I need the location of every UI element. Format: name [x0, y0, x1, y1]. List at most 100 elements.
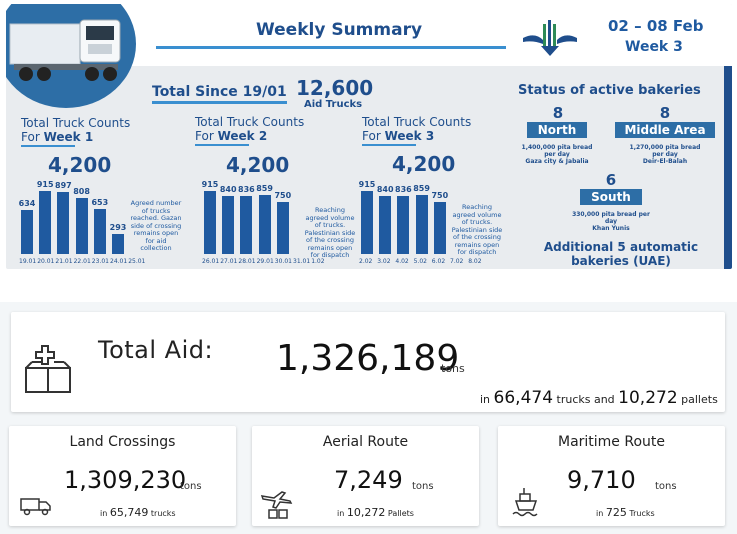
- chart-3-x-label: 6.02: [431, 258, 446, 265]
- week-label: Week 3: [625, 39, 683, 55]
- total-aid-value: 1,326,189: [276, 338, 460, 379]
- aerial-route-unit: tons: [412, 481, 434, 492]
- middle-desc: 1,270,000 pita bread per day Deir-El-Bal…: [618, 144, 712, 165]
- week-2-title-prefix: Total Truck Counts: [195, 115, 305, 129]
- chart-3-bar: [379, 196, 392, 254]
- aerial-route-title: Aerial Route: [322, 434, 409, 450]
- chart-1-x-label: 20.01: [37, 258, 55, 265]
- south-desc-line3: Khan Yunis: [592, 225, 630, 232]
- chart-2-value-label: 840: [219, 185, 237, 195]
- chart-1-value-label: 293: [109, 222, 127, 232]
- chart-2-x-label: 29.01: [256, 258, 274, 265]
- total-aid-label: Total Aid:: [98, 336, 214, 364]
- chart-3-value-label: 915: [358, 179, 376, 189]
- north-desc-line1: 1,400,000 pita bread: [521, 144, 593, 151]
- aerial-route-count: in 10,272 Pallets: [337, 506, 414, 519]
- chart-3-value-label: 859: [413, 183, 430, 193]
- week-2-underline: [195, 144, 249, 146]
- chart-1-value-label: 653: [91, 197, 109, 207]
- week-1-note: Agreed number of trucks reached. Gazan s…: [130, 199, 182, 252]
- week-2-note: Reaching agreed volume of trucks. Palest…: [304, 206, 356, 259]
- maritime-route-unit: tons: [655, 481, 677, 492]
- maritime-route-trucks-label: Trucks: [629, 509, 655, 518]
- chart-3-value-label: 840: [376, 185, 394, 195]
- bakeries-title: Status of active bakeries: [518, 83, 701, 98]
- truck-photo: [6, 4, 136, 108]
- maritime-route-count: in 725 Trucks: [596, 506, 655, 519]
- weekly-summary-infographic: Weekly Summary 02 – 08 Feb Week 3 Total …: [6, 4, 732, 269]
- south-label: South: [580, 189, 642, 205]
- chart-2-x-label: 31.01: [293, 258, 311, 265]
- total-trucks-unit: Aid Trucks: [304, 99, 363, 110]
- total-aid-unit: tons: [441, 362, 465, 375]
- chart-1-bar: [112, 233, 124, 254]
- chart-2-value-label: 915: [201, 179, 219, 189]
- aerial-route-in: in: [337, 509, 345, 518]
- total-aid-in: in: [480, 393, 491, 406]
- chart-1-value-label: 808: [73, 187, 90, 197]
- land-crossings-card: Land Crossings 1,309,230 tons in 65,749 …: [9, 426, 236, 526]
- chart-3-x-label: 8.02: [468, 258, 482, 265]
- week-3-title-prefix: Total Truck Counts: [362, 115, 472, 129]
- south-desc: 330,000 pita bread per day Khan Yunis: [566, 211, 656, 232]
- chart-3-x-label: 7.02: [450, 258, 464, 265]
- airdrop-icon: [260, 488, 294, 524]
- chart-1-x-label: 24.01: [110, 258, 128, 265]
- title-divider: [156, 46, 506, 49]
- south-count: 6: [605, 171, 617, 189]
- middle-count: 8: [659, 104, 671, 122]
- chart-3-x-label: 4.02: [395, 258, 409, 265]
- total-aid-trucks: 66,474: [493, 388, 554, 408]
- chart-1-value-label: 915: [36, 179, 54, 189]
- chart-1-bar: [93, 208, 106, 254]
- side-strip: [724, 66, 732, 269]
- chart-3-bar: [361, 190, 373, 254]
- chart-1-value-label: 897: [55, 181, 72, 191]
- additional-bakeries: Additional 5 automatic bakeries (UAE): [543, 240, 699, 268]
- chart-3-value-label: 836: [395, 185, 412, 195]
- middle-desc-line2: per day: [652, 151, 678, 158]
- aerial-route-value: 7,249: [334, 466, 403, 494]
- week-2-title-for: For: [195, 129, 218, 143]
- week-1-title-prefix: Total Truck Counts: [21, 116, 131, 130]
- chart-3-x-label: 5.02: [413, 258, 427, 265]
- week-1-title-for: For: [21, 130, 44, 144]
- week-3-title: Total Truck Counts For Week 3: [362, 115, 471, 143]
- chart-2-bar: [240, 196, 253, 254]
- maritime-route-trucks: 725: [605, 506, 627, 519]
- south-desc-line2: day: [604, 218, 618, 225]
- north-desc: 1,400,000 pita bread per day Gaza city &…: [510, 144, 604, 165]
- maritime-route-value: 9,710: [567, 466, 636, 494]
- land-crossings-trucks: 65,749: [109, 506, 149, 519]
- week-3-total: 4,200: [392, 152, 456, 176]
- total-aid-pallets: 10,272: [618, 388, 678, 408]
- aid-box-icon: [22, 342, 74, 398]
- land-crossings-in: in: [100, 509, 108, 518]
- aerial-route-card: Aerial Route 7,249 tons in 10,272 Pallet…: [252, 426, 479, 526]
- land-crossings-value: 1,309,230: [64, 466, 187, 494]
- chart-1-bar: [39, 190, 52, 254]
- chart-1-x-label: 23.01: [91, 258, 109, 265]
- chart-2-x-label: 27.01: [220, 258, 238, 265]
- week-3-title-week: Week 3: [384, 129, 435, 143]
- chart-3-value-label: 750: [431, 191, 449, 201]
- week-1-underline: [21, 145, 75, 147]
- week-2-title-week: Week 2: [217, 129, 268, 143]
- chart-2-bar: [222, 196, 235, 254]
- chart-3-bar: [433, 202, 446, 254]
- total-since-label: Total Since 19/01: [152, 84, 287, 104]
- land-crossings-trucks-label: trucks: [150, 509, 176, 518]
- land-crossings-unit: tons: [180, 481, 202, 492]
- chart-2-x-label: 1.02: [311, 258, 325, 265]
- total-aid-card: [11, 312, 725, 412]
- week-3-note: Reaching agreed volume of trucks. Palest…: [451, 203, 503, 256]
- chart-2-value-label: 836: [238, 185, 255, 195]
- total-aid-pallets-label: pallets: [681, 393, 718, 406]
- chart-2-x-label: 26.01: [202, 258, 220, 265]
- total-aid-breakdown: in 66,474 trucks and 10,272 pallets: [480, 388, 718, 408]
- chart-2-value-label: 859: [256, 183, 273, 193]
- chart-1-bar: [21, 210, 33, 254]
- page-title: Weekly Summary: [256, 20, 423, 40]
- north-desc-line2: per day: [544, 151, 570, 158]
- ship-icon: [510, 486, 542, 522]
